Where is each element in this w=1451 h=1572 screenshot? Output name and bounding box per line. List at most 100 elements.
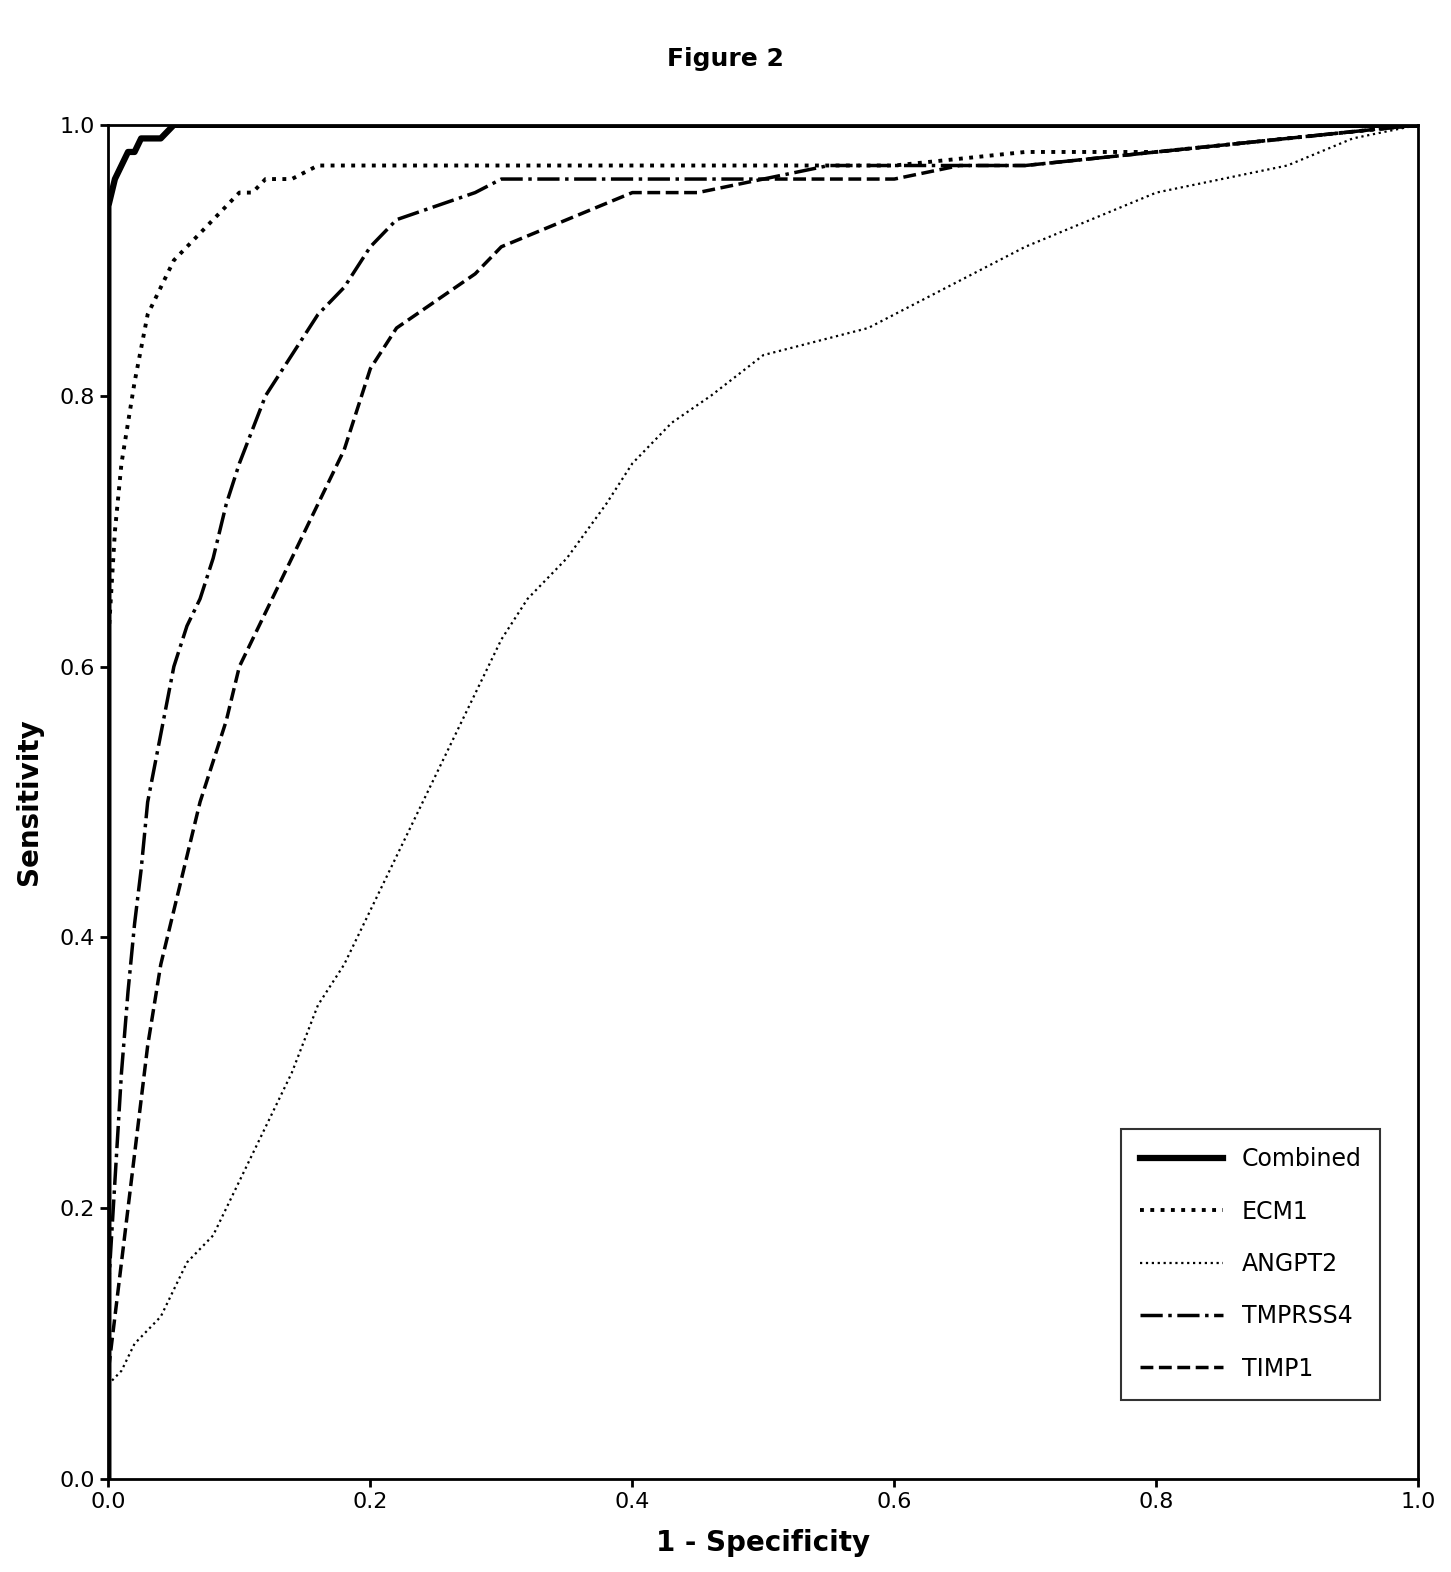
Combined: [100, 196, 118, 215]
ECM1: [139, 305, 157, 324]
ECM1: [165, 252, 183, 270]
TMPRSS4: [1148, 143, 1165, 162]
Combined: [100, 1470, 118, 1489]
ANGPT2: [519, 590, 537, 608]
TMPRSS4: [755, 170, 772, 189]
Combined: [1017, 115, 1035, 134]
ANGPT2: [1017, 237, 1035, 256]
TMPRSS4: [559, 170, 576, 189]
ANGPT2: [152, 1308, 170, 1327]
Text: Figure 2: Figure 2: [667, 47, 784, 71]
Combined: [152, 129, 170, 148]
TIMP1: [335, 440, 353, 459]
ANGPT2: [1344, 129, 1361, 148]
ANGPT2: [1082, 211, 1100, 230]
TIMP1: [192, 792, 209, 811]
ANGPT2: [335, 956, 353, 975]
Combined: [493, 115, 511, 134]
TIMP1: [283, 549, 300, 567]
Combined: [113, 156, 131, 174]
ECM1: [1148, 143, 1165, 162]
ECM1: [100, 630, 118, 649]
Combined: [296, 115, 313, 134]
ECM1: [335, 156, 353, 174]
ANGPT2: [113, 1361, 131, 1380]
Line: Combined: Combined: [109, 124, 1418, 1479]
TMPRSS4: [335, 278, 353, 297]
ANGPT2: [807, 332, 824, 351]
Combined: [231, 115, 248, 134]
TMPRSS4: [165, 657, 183, 676]
TIMP1: [1017, 156, 1035, 174]
ANGPT2: [1148, 184, 1165, 203]
TMPRSS4: [1017, 156, 1035, 174]
Combined: [106, 170, 123, 189]
Combined: [178, 115, 196, 134]
TIMP1: [113, 1253, 131, 1272]
ECM1: [257, 170, 274, 189]
TMPRSS4: [113, 1063, 131, 1082]
ECM1: [1017, 143, 1035, 162]
ECM1: [309, 156, 326, 174]
Combined: [205, 115, 222, 134]
TMPRSS4: [218, 495, 235, 514]
TMPRSS4: [178, 616, 196, 635]
ANGPT2: [1278, 156, 1296, 174]
TIMP1: [1148, 143, 1165, 162]
ANGPT2: [257, 1118, 274, 1137]
TIMP1: [218, 711, 235, 729]
ECM1: [624, 156, 641, 174]
TIMP1: [178, 847, 196, 866]
TMPRSS4: [132, 860, 149, 879]
TMPRSS4: [192, 590, 209, 608]
ANGPT2: [624, 454, 641, 473]
ANGPT2: [755, 346, 772, 365]
ECM1: [1409, 115, 1426, 134]
TMPRSS4: [885, 156, 903, 174]
Combined: [755, 115, 772, 134]
TIMP1: [755, 170, 772, 189]
X-axis label: 1 - Specificity: 1 - Specificity: [656, 1530, 871, 1556]
TIMP1: [493, 237, 511, 256]
TIMP1: [624, 184, 641, 203]
TMPRSS4: [139, 792, 157, 811]
Combined: [119, 143, 136, 162]
TIMP1: [950, 156, 968, 174]
ANGPT2: [859, 319, 876, 338]
ECM1: [1278, 129, 1296, 148]
ANGPT2: [361, 901, 379, 920]
TIMP1: [427, 291, 444, 310]
TIMP1: [361, 360, 379, 379]
ECM1: [387, 156, 405, 174]
TIMP1: [466, 264, 483, 283]
TIMP1: [309, 495, 326, 514]
TMPRSS4: [126, 915, 144, 934]
Combined: [139, 129, 157, 148]
Combined: [126, 143, 144, 162]
TMPRSS4: [152, 725, 170, 744]
TIMP1: [205, 751, 222, 770]
ECM1: [244, 184, 261, 203]
TIMP1: [1278, 129, 1296, 148]
TMPRSS4: [106, 1171, 123, 1190]
ECM1: [100, 1470, 118, 1489]
TMPRSS4: [1278, 129, 1296, 148]
TMPRSS4: [820, 156, 837, 174]
ANGPT2: [100, 1470, 118, 1489]
Line: ANGPT2: ANGPT2: [109, 124, 1418, 1479]
TIMP1: [100, 1361, 118, 1380]
TIMP1: [132, 1091, 149, 1110]
ANGPT2: [493, 630, 511, 649]
ANGPT2: [100, 1376, 118, 1394]
TIMP1: [559, 211, 576, 230]
TIMP1: [820, 170, 837, 189]
TMPRSS4: [119, 982, 136, 1001]
ANGPT2: [205, 1226, 222, 1245]
TIMP1: [126, 1144, 144, 1163]
TMPRSS4: [427, 196, 444, 215]
Combined: [132, 129, 149, 148]
TIMP1: [165, 901, 183, 920]
TMPRSS4: [1409, 115, 1426, 134]
ECM1: [361, 156, 379, 174]
Combined: [257, 115, 274, 134]
